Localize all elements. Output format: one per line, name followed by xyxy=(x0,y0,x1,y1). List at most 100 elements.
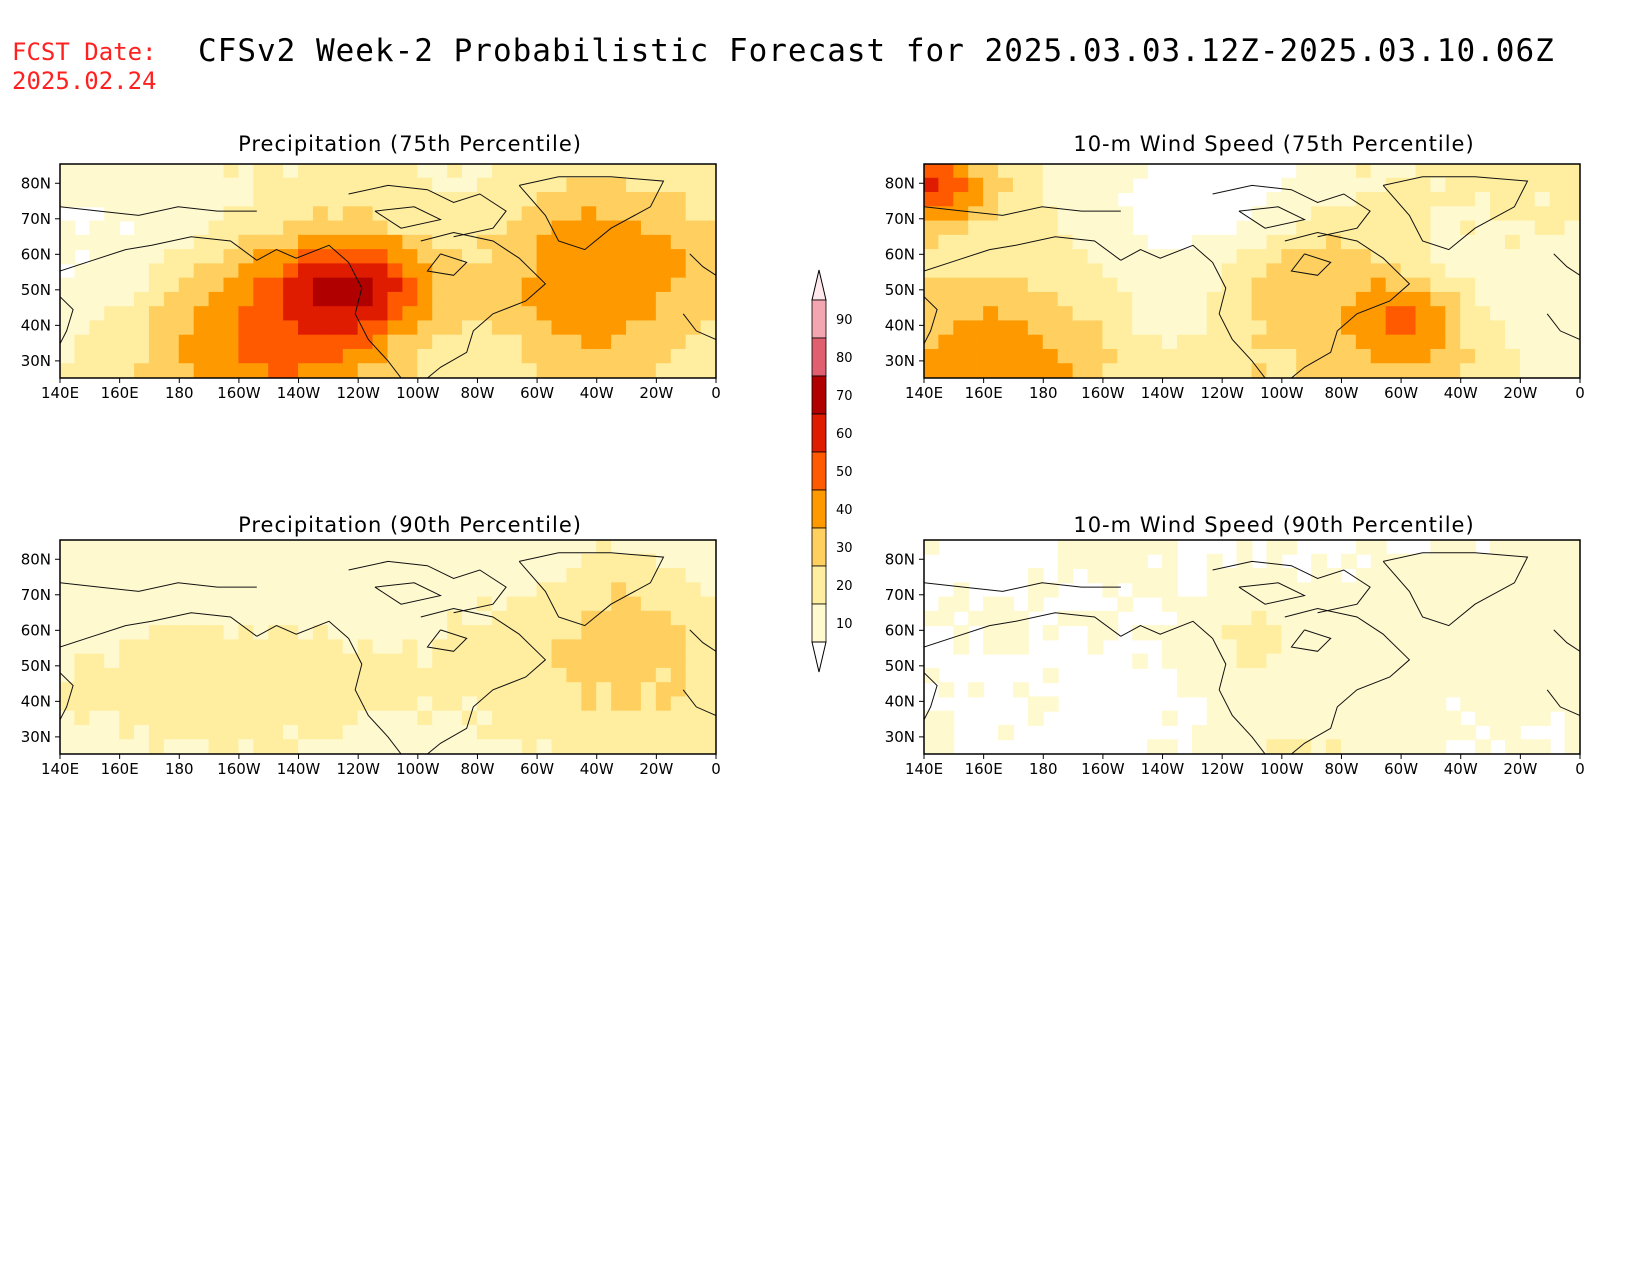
field-cell xyxy=(968,291,985,308)
colorbar-min-arrow xyxy=(811,641,827,673)
field-cell xyxy=(640,667,657,684)
field-cell xyxy=(312,625,329,641)
field-cell xyxy=(1415,696,1432,712)
field-cell xyxy=(1430,653,1447,669)
field-cell xyxy=(119,739,136,754)
field-cell xyxy=(1430,164,1447,179)
field-cell xyxy=(417,363,434,378)
field-cell xyxy=(1549,177,1566,194)
lat-label: 30N xyxy=(885,728,915,746)
field-cell xyxy=(312,320,329,336)
field-cell xyxy=(1206,249,1223,265)
field-cell xyxy=(327,610,344,627)
field-cell xyxy=(372,277,389,293)
field-cell xyxy=(327,682,344,698)
field-cell xyxy=(655,363,672,378)
field-cell xyxy=(387,639,404,655)
field-cell xyxy=(1072,192,1089,208)
field-cell xyxy=(253,291,270,308)
field-cell xyxy=(357,596,374,612)
field-cell xyxy=(283,625,300,641)
field-cell xyxy=(1326,263,1342,279)
field-cell xyxy=(1281,596,1298,612)
field-cell xyxy=(1236,277,1253,293)
field-cell xyxy=(1087,320,1104,336)
field-cell xyxy=(1564,306,1580,322)
field-cell xyxy=(298,653,314,669)
field-cell xyxy=(1564,653,1580,669)
field-cell xyxy=(1132,653,1149,669)
field-cell xyxy=(1251,291,1268,308)
field-cell xyxy=(1296,653,1313,669)
field-cell xyxy=(476,177,493,194)
field-cell xyxy=(1191,249,1208,265)
field-cell xyxy=(1445,710,1462,726)
coastline xyxy=(374,206,443,229)
field-cell xyxy=(462,696,478,712)
field-cell xyxy=(1281,192,1298,208)
field-cell xyxy=(536,682,553,698)
field-cell xyxy=(357,249,374,265)
field-cell xyxy=(1385,568,1402,584)
field-cell xyxy=(104,177,121,194)
field-cell xyxy=(1296,291,1313,308)
field-cell xyxy=(1266,540,1283,555)
field-cell xyxy=(1519,682,1536,698)
field-cell xyxy=(1564,177,1580,194)
field-cell xyxy=(1281,540,1298,555)
field-cell xyxy=(476,682,493,698)
field-cell xyxy=(1281,234,1298,251)
field-cell xyxy=(1340,177,1357,194)
field-cell xyxy=(1236,249,1253,265)
field-cell xyxy=(1191,596,1208,612)
field-cell xyxy=(268,540,285,555)
field-cell xyxy=(119,667,136,684)
coastline xyxy=(348,560,507,614)
field-cell xyxy=(238,653,255,669)
field-cell xyxy=(685,653,702,669)
field-cell xyxy=(1266,625,1283,641)
field-cell xyxy=(447,610,464,627)
field-cell xyxy=(521,710,538,726)
field-cell xyxy=(238,263,255,279)
field-cell xyxy=(700,249,716,265)
field-cell xyxy=(298,306,314,322)
field-cell xyxy=(1027,348,1044,365)
field-cell xyxy=(1370,540,1387,555)
field-cell xyxy=(536,667,553,684)
field-cell xyxy=(1400,639,1417,655)
field-cell xyxy=(640,206,657,222)
field-cell xyxy=(223,277,240,293)
field-cell xyxy=(402,277,419,293)
field-cell xyxy=(938,306,955,322)
field-cell xyxy=(491,320,508,336)
field-cell xyxy=(402,263,419,279)
field-cell xyxy=(1504,667,1521,684)
field-cell xyxy=(1162,653,1178,669)
field-cell xyxy=(953,220,970,236)
field-cell xyxy=(238,568,255,584)
field-cell xyxy=(253,320,270,336)
field-cell xyxy=(402,667,419,684)
field-cell xyxy=(1221,696,1238,712)
field-cell xyxy=(1012,348,1029,365)
field-cell xyxy=(1460,610,1477,627)
field-cell xyxy=(1176,625,1193,641)
field-cell xyxy=(476,291,493,308)
field-cell xyxy=(193,639,210,655)
field-cell xyxy=(596,639,613,655)
field-cell xyxy=(148,596,165,612)
field-cell xyxy=(536,306,553,322)
field-cell xyxy=(491,639,508,655)
field-cell xyxy=(1311,220,1328,236)
field-cell xyxy=(1519,582,1536,598)
field-cell xyxy=(551,596,568,612)
field-cell xyxy=(1504,234,1521,251)
field-cell xyxy=(372,568,389,584)
field-cell xyxy=(283,234,300,251)
field-cell xyxy=(611,667,628,684)
forecast-date-value: 2025.02.24 xyxy=(12,67,157,95)
field-cell xyxy=(1370,277,1387,293)
panel-title-precip-90: Precipitation (90th Percentile) xyxy=(238,513,582,537)
field-cell xyxy=(1355,192,1372,208)
